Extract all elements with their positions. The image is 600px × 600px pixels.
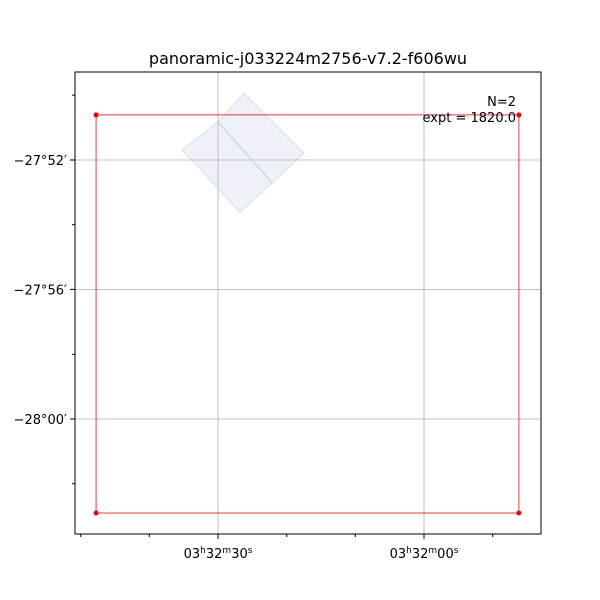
vertex	[516, 510, 522, 516]
footprint	[95, 114, 520, 514]
vertex	[93, 510, 99, 516]
vertex	[93, 112, 99, 118]
annotation: expt = 1820.0	[423, 111, 516, 126]
footprint	[181, 121, 273, 213]
annotation: N=2	[487, 95, 516, 110]
chart-title: panoramic-j033224m2756-v7.2-f606wu	[149, 49, 467, 68]
x-tick-label: 03h32m00s	[390, 546, 459, 562]
x-tick-label: 03h32m30s	[184, 546, 253, 562]
y-tick-label: −27°52′	[14, 154, 67, 169]
plot-frame	[74, 71, 542, 535]
vertex	[516, 112, 522, 118]
y-tick-label: −28°00′	[14, 413, 67, 428]
y-tick-label: −27°56′	[14, 283, 67, 298]
